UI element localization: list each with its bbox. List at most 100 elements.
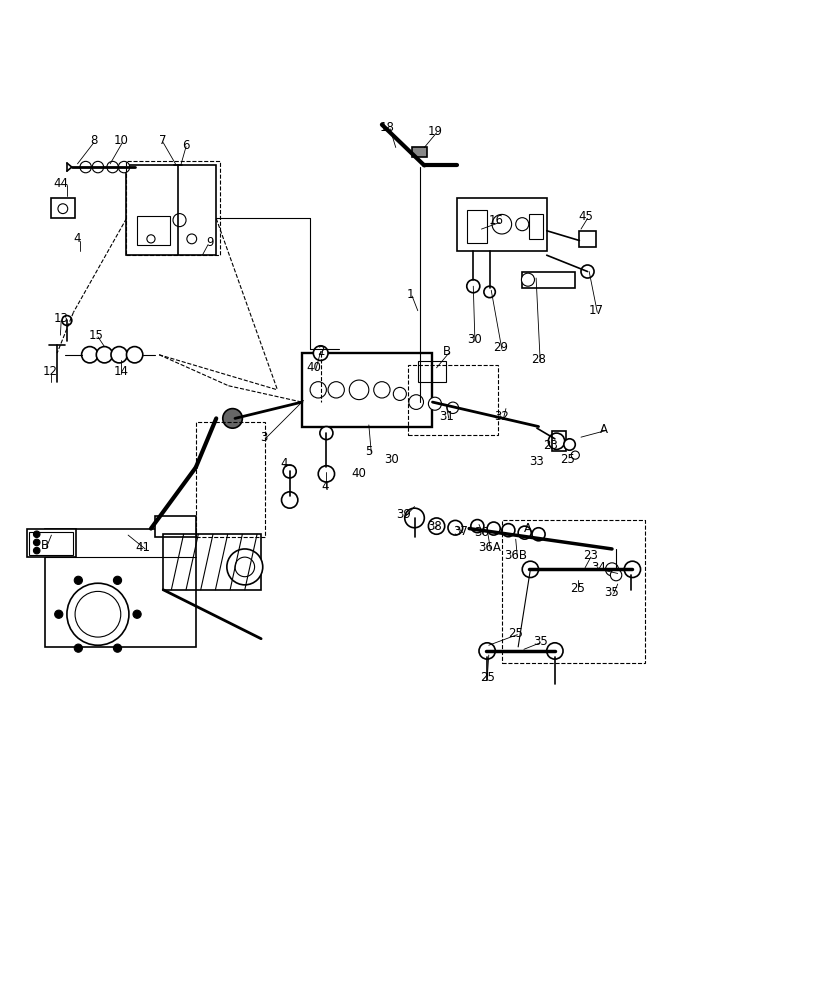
Circle shape [328, 382, 344, 398]
Bar [126, 161, 220, 255]
Text: 25: 25 [480, 671, 494, 684]
Circle shape [33, 539, 40, 546]
Text: 7: 7 [159, 134, 167, 147]
Text: 15: 15 [89, 329, 104, 342]
Text: 4: 4 [280, 457, 288, 470]
Text: 16: 16 [489, 214, 503, 227]
Text: 33: 33 [529, 455, 543, 468]
Bar [45, 529, 196, 647]
Text: 14: 14 [113, 365, 128, 378]
Circle shape [173, 214, 186, 227]
Bar [196, 422, 265, 537]
Bar [155, 516, 196, 537]
Circle shape [310, 382, 326, 398]
Circle shape [448, 520, 463, 535]
Circle shape [82, 347, 98, 363]
Circle shape [484, 286, 495, 298]
Text: 8: 8 [90, 134, 98, 147]
Text: 5: 5 [365, 445, 373, 458]
Text: 23: 23 [543, 439, 558, 452]
Circle shape [547, 643, 563, 659]
Text: 25: 25 [560, 453, 574, 466]
Text: 9: 9 [206, 236, 214, 249]
Bar [29, 532, 73, 555]
Circle shape [518, 526, 531, 539]
Text: 34: 34 [592, 561, 606, 574]
Circle shape [111, 347, 127, 363]
Text: 39: 39 [397, 508, 411, 521]
Circle shape [610, 569, 622, 581]
Circle shape [532, 528, 545, 541]
Circle shape [624, 561, 641, 578]
Circle shape [96, 347, 113, 363]
Circle shape [92, 161, 104, 173]
Bar [126, 165, 216, 255]
Circle shape [409, 395, 424, 409]
Text: 19: 19 [428, 125, 442, 138]
Bar [457, 198, 547, 251]
Circle shape [516, 218, 529, 231]
Text: 38: 38 [427, 520, 441, 533]
Bar [522, 272, 575, 288]
Circle shape [502, 524, 515, 537]
Circle shape [223, 409, 242, 428]
Bar [467, 210, 487, 243]
Circle shape [318, 466, 335, 482]
Circle shape [67, 583, 129, 645]
Circle shape [349, 380, 369, 400]
Text: 40: 40 [352, 467, 366, 480]
Text: 12: 12 [43, 365, 58, 378]
Text: 1: 1 [406, 288, 415, 301]
Circle shape [282, 492, 298, 508]
Circle shape [605, 563, 619, 576]
Circle shape [393, 387, 406, 400]
Text: 29: 29 [493, 341, 508, 354]
Text: 30: 30 [384, 453, 399, 466]
Bar [302, 353, 432, 427]
Bar [27, 529, 76, 557]
Circle shape [405, 508, 424, 528]
Circle shape [75, 591, 121, 637]
Circle shape [571, 451, 579, 459]
Text: 23: 23 [583, 549, 598, 562]
Circle shape [62, 316, 72, 325]
Circle shape [235, 557, 255, 577]
Bar [502, 520, 645, 663]
Text: 17: 17 [588, 304, 603, 317]
Text: 30: 30 [468, 333, 482, 346]
Circle shape [374, 382, 390, 398]
Bar [412, 147, 427, 157]
Bar [552, 431, 566, 451]
Text: 36B: 36B [504, 549, 527, 562]
Text: 6: 6 [182, 139, 190, 152]
Bar [579, 231, 596, 247]
Circle shape [522, 561, 539, 578]
Bar [51, 198, 75, 218]
Circle shape [548, 433, 565, 449]
Circle shape [74, 576, 82, 584]
Text: 4: 4 [321, 480, 329, 493]
Circle shape [187, 234, 197, 244]
Circle shape [581, 265, 594, 278]
Text: 35: 35 [605, 586, 619, 599]
Text: 41: 41 [135, 541, 150, 554]
Text: 10: 10 [113, 134, 128, 147]
Circle shape [467, 280, 480, 293]
Text: 18: 18 [380, 121, 395, 134]
Circle shape [126, 347, 143, 363]
Circle shape [428, 397, 441, 410]
Text: 35: 35 [533, 635, 548, 648]
Text: 25: 25 [570, 582, 585, 595]
Text: A: A [600, 423, 608, 436]
Text: 45: 45 [579, 210, 593, 223]
Text: A: A [524, 522, 532, 535]
Circle shape [428, 518, 445, 534]
Text: 25: 25 [508, 627, 523, 640]
Circle shape [147, 235, 155, 243]
Text: 28: 28 [531, 353, 546, 366]
Text: 40: 40 [307, 361, 322, 374]
Circle shape [313, 346, 328, 360]
Circle shape [80, 161, 91, 173]
Text: B: B [443, 345, 451, 358]
Bar [137, 216, 170, 245]
